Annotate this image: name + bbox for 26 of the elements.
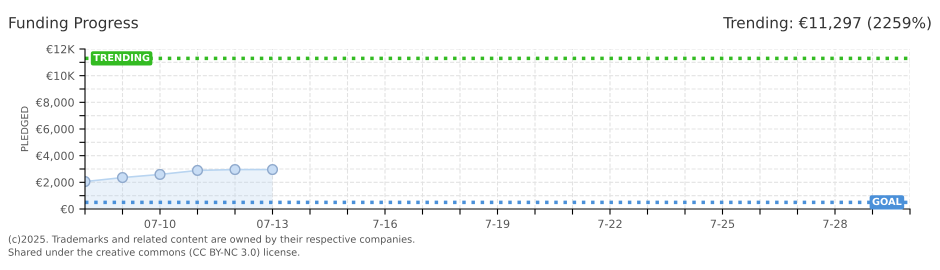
- text: (c)2025. Trademarks and related content are owned by their respective companies.: [8, 235, 414, 245]
- x-tick-label: 07-13: [257, 220, 288, 228]
- y-tick-label: €10K: [46, 72, 75, 80]
- chart-subtitle: Trending: €11,297 (2259%): [723, 16, 931, 32]
- point: [154, 168, 166, 180]
- x-tick-label: 7-16: [373, 220, 397, 228]
- point: [266, 164, 278, 176]
- point: [116, 172, 128, 184]
- x-tick-label: 7-25: [710, 220, 734, 228]
- ref-line-label: GOAL: [872, 198, 902, 206]
- x-tick-label: 7-19: [486, 220, 510, 228]
- x-tick-label: 7-22: [598, 220, 622, 228]
- point: [229, 164, 241, 176]
- y-tick-label: €12K: [46, 44, 75, 54]
- point: [192, 164, 204, 176]
- y-tick-label: €0: [60, 204, 74, 214]
- y-tick-label: €4,000: [36, 152, 74, 162]
- y-tick-label: €8,000: [36, 98, 74, 108]
- y-tick-label: €2,000: [36, 178, 74, 188]
- x-tick-label: 7-28: [823, 220, 847, 228]
- text: Shared under the creative commons (CC BY-NC 3.0) license.: [8, 248, 300, 257]
- x-tick-label: 07-10: [144, 220, 176, 228]
- y-tick-label: €6,000: [36, 124, 74, 135]
- y-axis-title: PLEDGED: [20, 106, 28, 152]
- chart-title: Funding Progress: [10, 16, 138, 32]
- ref-line-label: TRENDING: [93, 54, 150, 62]
